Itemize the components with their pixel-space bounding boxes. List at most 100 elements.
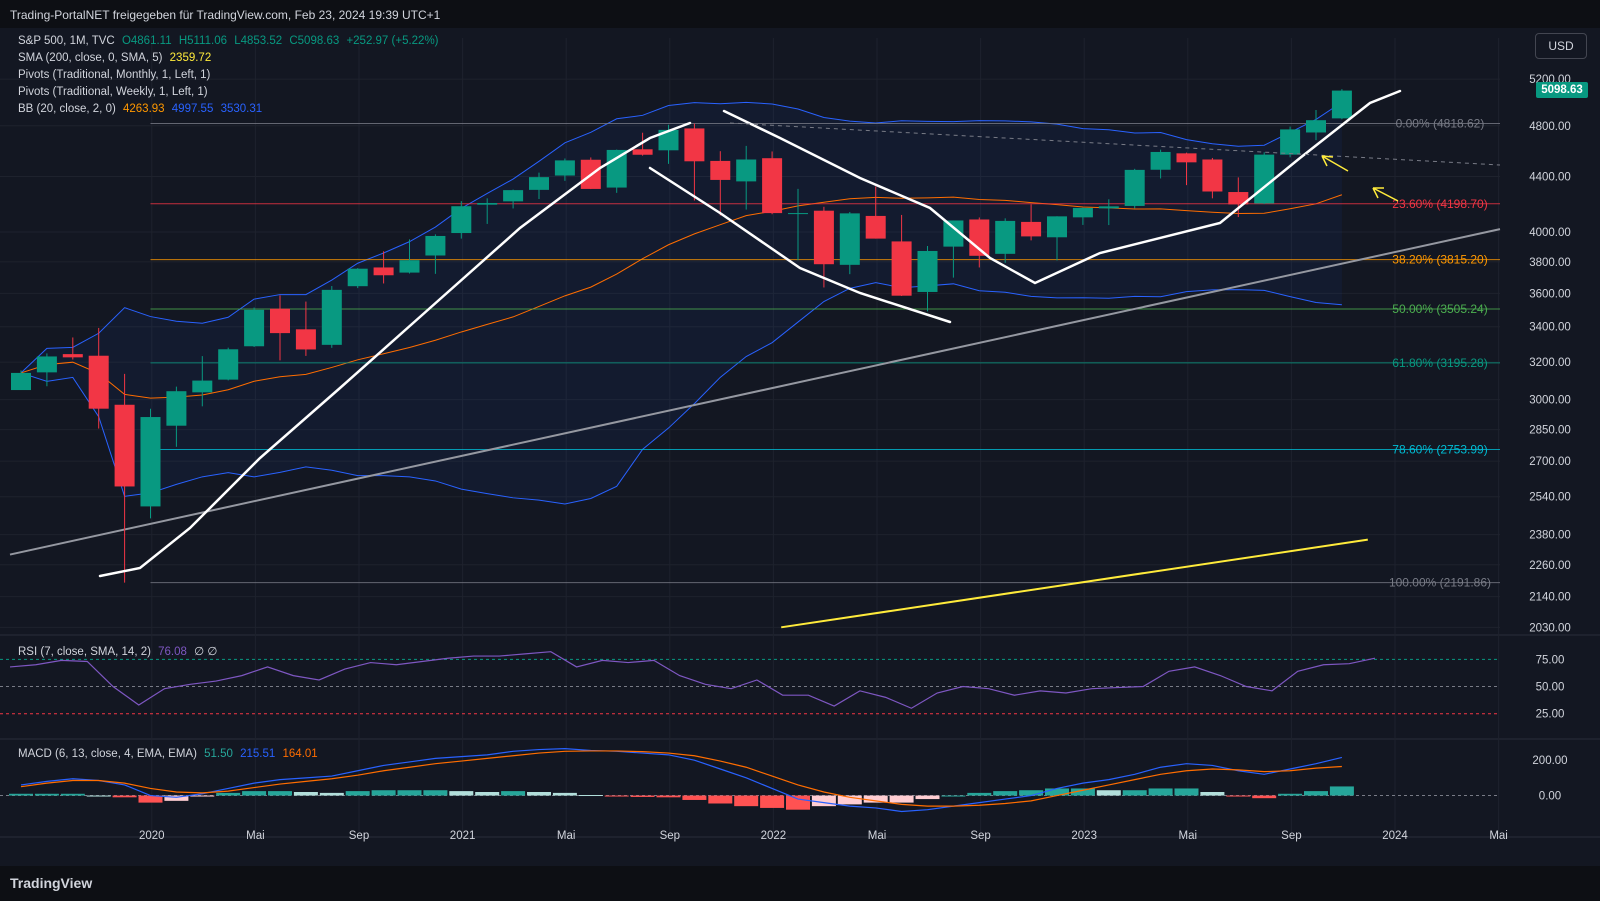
macd-histogram-bar <box>86 795 111 797</box>
rsi-value: 76.08 <box>158 646 187 658</box>
price-axis-label: 2260.00 <box>1529 560 1571 572</box>
bollinger-lower-line <box>20 282 1342 505</box>
candle-body <box>477 203 498 205</box>
macd-histogram-bar <box>760 795 785 808</box>
candle-body <box>839 213 860 265</box>
time-axis-label: Mai <box>868 830 887 842</box>
macd-histogram-bar <box>112 795 137 798</box>
price-axis-label: 2380.00 <box>1529 530 1571 542</box>
macd-histogram-bar <box>811 795 836 807</box>
candle-body <box>425 235 446 256</box>
macd-hist-value: 51.50 <box>204 748 233 760</box>
candle <box>1098 199 1119 226</box>
candle <box>88 327 109 429</box>
macd-histogram-bar <box>1045 788 1069 796</box>
time-axis-label: Mai <box>1179 830 1198 842</box>
currency-button[interactable]: USD <box>1535 33 1587 59</box>
candle-body <box>1202 159 1223 192</box>
macd-histogram-bar <box>501 791 526 796</box>
macd-histogram-bar <box>1148 788 1173 796</box>
symbol-label: S&P 500, 1M, TVC <box>18 35 115 47</box>
candle-body <box>270 308 290 334</box>
candle-body <box>1254 154 1275 204</box>
candle <box>140 408 161 519</box>
chart-area[interactable]: 5200.004800.004400.004000.003800.003600.… <box>0 28 1600 866</box>
rsi-axis-label: 25.00 <box>1536 709 1565 721</box>
price-axis-label: 4400.00 <box>1529 171 1571 183</box>
bollinger-upper-line <box>20 101 1343 374</box>
macd-histogram-bar <box>863 795 888 803</box>
candle <box>321 286 342 348</box>
price-axis-label: 3600.00 <box>1529 288 1571 300</box>
price-axis-label: 2140.00 <box>1529 592 1571 604</box>
candle <box>11 370 31 391</box>
legend-pivots-monthly[interactable]: Pivots (Traditional, Monthly, 1, Left, 1… <box>18 69 214 81</box>
candle <box>270 295 290 361</box>
last-price-tag: 5098.63 <box>1536 82 1588 98</box>
fib-level-label: 50.00% (3505.24) <box>1392 302 1487 316</box>
candle-body <box>451 206 472 234</box>
macd-histogram-bar <box>889 795 914 803</box>
time-axis-label: 2024 <box>1382 830 1408 842</box>
legend-sma-row[interactable]: SMA (200, close, 0, SMA, 5) 2359.72 <box>18 52 215 64</box>
legend-pivots-weekly[interactable]: Pivots (Traditional, Weekly, 1, Left, 1) <box>18 86 212 98</box>
ohlc-open: O4861.11 <box>121 35 172 47</box>
candle <box>995 218 1016 263</box>
candle-body <box>244 309 265 347</box>
candle <box>192 356 213 407</box>
macd-line-value: 215.51 <box>240 748 276 760</box>
macd-histogram-bar <box>656 795 681 798</box>
macd-label: MACD (6, 13, close, 4, EMA, EMA) <box>18 748 197 760</box>
candle <box>684 123 705 201</box>
price-axis-label: 3400.00 <box>1529 322 1571 334</box>
sma-200-line <box>781 538 1368 629</box>
candle <box>813 206 834 288</box>
legend-bb-row[interactable]: BB (20, close, 2, 0) 4263.93 4997.55 353… <box>18 103 266 115</box>
candle-body <box>399 260 420 273</box>
candle <box>503 189 524 209</box>
candle-body <box>684 128 705 162</box>
drawn-uptrend-curve <box>98 121 692 578</box>
macd-histogram-bar <box>268 791 292 796</box>
candle-body <box>632 149 653 155</box>
candle <box>1280 126 1301 158</box>
price-axis-label: 2540.00 <box>1529 492 1571 504</box>
legend-rsi-row[interactable]: RSI (7, close, SMA, 14, 2) 76.08 ∅ ∅ <box>18 644 221 658</box>
pivots-weekly-label: Pivots (Traditional, Weekly, 1, Left, 1) <box>18 86 208 98</box>
candle <box>36 353 57 387</box>
rsi-extra: ∅ ∅ <box>194 646 218 658</box>
candle <box>917 246 938 312</box>
candle <box>529 172 549 200</box>
macd-histogram-bar <box>216 792 241 796</box>
macd-histogram-bar <box>967 792 992 796</box>
macd-histogram-bar <box>734 795 759 807</box>
sma-label: SMA (200, close, 0, SMA, 5) <box>18 52 163 64</box>
time-axis-label: 2023 <box>1071 830 1097 842</box>
price-axis-label: 2700.00 <box>1529 456 1571 468</box>
macd-histogram-bar <box>345 791 370 796</box>
fib-level-label: 23.60% (4198.70) <box>1392 197 1487 211</box>
macd-histogram-bar <box>449 791 474 796</box>
candle <box>295 301 316 356</box>
sma-value: 2359.72 <box>169 52 212 64</box>
macd-histogram-bar <box>319 792 344 796</box>
macd-histogram-bar <box>293 792 318 796</box>
macd-histogram-bar <box>578 795 603 797</box>
candle <box>969 217 990 268</box>
macd-histogram-bar <box>1329 786 1354 796</box>
price-axis-label: 3800.00 <box>1529 257 1571 269</box>
candle <box>477 198 498 224</box>
legend-macd-row[interactable]: MACD (6, 13, close, 4, EMA, EMA) 51.50 2… <box>18 748 322 760</box>
candle-body <box>969 219 990 256</box>
candle <box>1254 152 1275 204</box>
chart-background <box>0 28 1600 866</box>
candle-body <box>114 404 135 487</box>
tradingview-logo: TradingView <box>10 875 93 891</box>
candle <box>218 347 239 381</box>
price-axis-label: 3000.00 <box>1529 395 1571 407</box>
rsi-axis-label: 50.00 <box>1536 682 1565 694</box>
macd-histogram-bar <box>164 795 189 801</box>
candle <box>373 251 394 284</box>
price-axis-label: 4000.00 <box>1529 227 1571 239</box>
candle <box>580 157 601 190</box>
